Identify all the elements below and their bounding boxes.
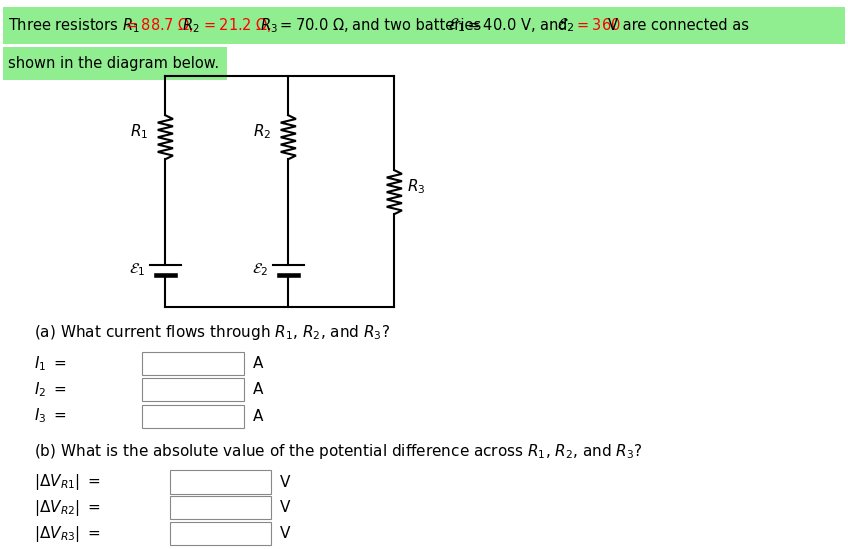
Text: $= 88.7\ \Omega,$: $= 88.7\ \Omega,$ bbox=[123, 16, 193, 34]
FancyBboxPatch shape bbox=[142, 352, 244, 375]
FancyBboxPatch shape bbox=[142, 405, 244, 428]
FancyBboxPatch shape bbox=[170, 522, 271, 545]
Text: (b) What is the absolute value of the potential difference across $R_1$, $R_2$, : (b) What is the absolute value of the po… bbox=[34, 442, 643, 461]
Text: $= 40.0$ V, and: $= 40.0$ V, and bbox=[465, 16, 567, 34]
Text: $R_2$: $R_2$ bbox=[182, 16, 200, 35]
Text: $I_2\ =$: $I_2\ =$ bbox=[34, 380, 67, 399]
Text: $R_3$: $R_3$ bbox=[407, 177, 426, 196]
Text: V: V bbox=[280, 526, 290, 541]
Text: shown in the diagram below.: shown in the diagram below. bbox=[8, 56, 220, 71]
Text: $R_2$: $R_2$ bbox=[253, 122, 271, 141]
FancyBboxPatch shape bbox=[170, 470, 271, 494]
Text: $\mathcal{E}_1$: $\mathcal{E}_1$ bbox=[448, 16, 465, 34]
Text: and two batteries: and two batteries bbox=[352, 18, 481, 33]
Text: $|\Delta V_{R3}|\ =$: $|\Delta V_{R3}|\ =$ bbox=[34, 524, 101, 544]
Text: A: A bbox=[253, 382, 263, 397]
Text: $|\Delta V_{R1}|\ =$: $|\Delta V_{R1}|\ =$ bbox=[34, 472, 101, 492]
Text: $\mathcal{E}_2$: $\mathcal{E}_2$ bbox=[252, 262, 268, 278]
Text: V: V bbox=[280, 474, 290, 490]
Text: $= 21.2\ \Omega,$: $= 21.2\ \Omega,$ bbox=[201, 16, 272, 34]
Text: $= 360$: $= 360$ bbox=[574, 17, 621, 33]
Text: $R_3 = 70.0\ \Omega,$: $R_3 = 70.0\ \Omega,$ bbox=[260, 16, 349, 35]
Text: V: V bbox=[280, 500, 290, 516]
Text: $|\Delta V_{R2}|\ =$: $|\Delta V_{R2}|\ =$ bbox=[34, 498, 101, 518]
FancyBboxPatch shape bbox=[3, 47, 227, 80]
Text: Three resistors $R_1$: Three resistors $R_1$ bbox=[8, 16, 140, 35]
Text: V are connected as: V are connected as bbox=[608, 18, 749, 33]
Text: $I_1\ =$: $I_1\ =$ bbox=[34, 354, 67, 373]
Text: A: A bbox=[253, 356, 263, 371]
FancyBboxPatch shape bbox=[170, 496, 271, 519]
FancyBboxPatch shape bbox=[142, 378, 244, 401]
FancyBboxPatch shape bbox=[3, 7, 845, 44]
Text: A: A bbox=[253, 408, 263, 424]
Text: $\mathcal{E}_1$: $\mathcal{E}_1$ bbox=[129, 262, 145, 278]
Text: $\mathcal{E}_2$: $\mathcal{E}_2$ bbox=[557, 16, 574, 34]
Text: $I_3\ =$: $I_3\ =$ bbox=[34, 407, 67, 425]
Text: $R_1$: $R_1$ bbox=[130, 122, 148, 141]
Text: (a) What current flows through $R_1$, $R_2$, and $R_3$?: (a) What current flows through $R_1$, $R… bbox=[34, 323, 390, 341]
